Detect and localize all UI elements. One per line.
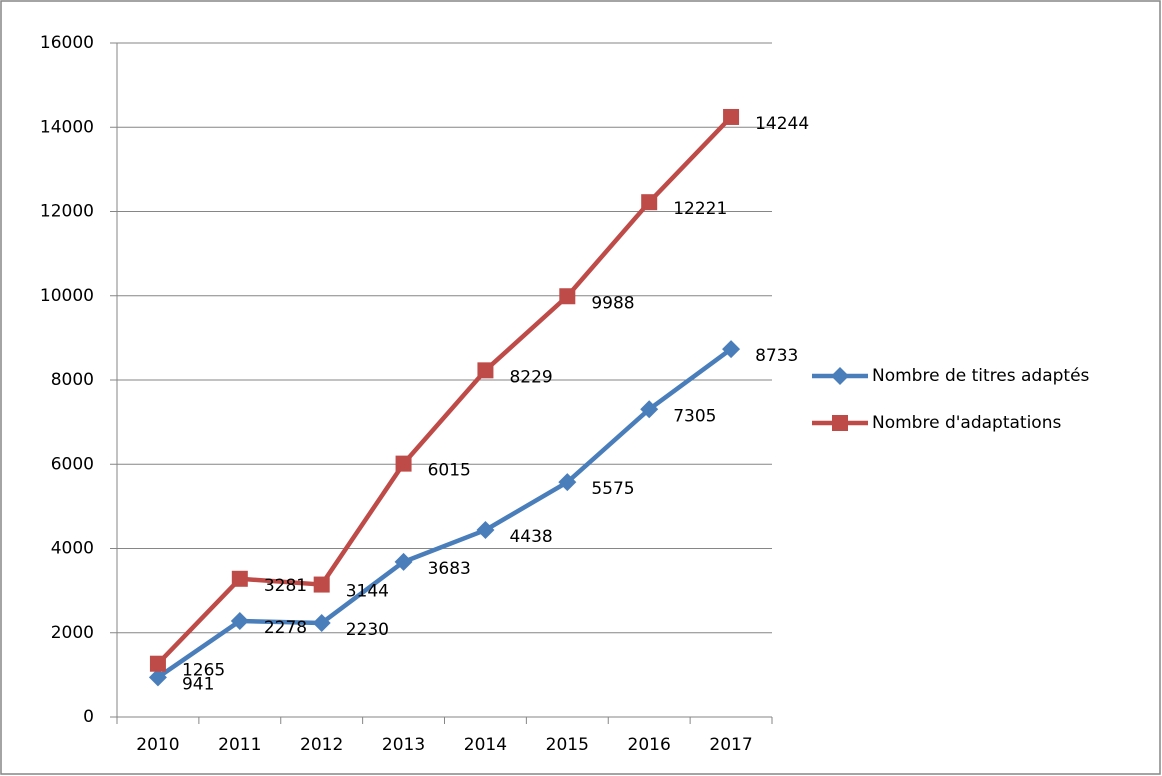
y-tick-label: 10000 <box>40 286 94 306</box>
marker <box>559 288 576 305</box>
marker <box>231 570 248 587</box>
data-label: 7305 <box>673 406 716 426</box>
data-label: 941 <box>182 674 214 694</box>
x-tick-label: 2015 <box>546 735 589 755</box>
data-label: 2230 <box>346 620 389 640</box>
x-tick-label: 2010 <box>136 735 179 755</box>
y-tick-label: 14000 <box>40 117 94 137</box>
y-tick-label: 8000 <box>51 370 94 390</box>
y-tick-label: 16000 <box>40 33 94 53</box>
marker <box>832 415 848 431</box>
x-tick-label: 2013 <box>382 735 425 755</box>
marker <box>230 612 249 631</box>
marker <box>640 400 659 419</box>
x-tick-label: 2011 <box>218 735 261 755</box>
x-tick-label: 2012 <box>300 735 343 755</box>
data-label: 3144 <box>346 582 389 602</box>
marker <box>722 340 741 359</box>
marker <box>476 521 495 540</box>
marker <box>641 194 658 211</box>
y-tick-label: 6000 <box>51 454 94 474</box>
series-line <box>156 347 733 680</box>
data-label: 5575 <box>591 479 634 499</box>
data-label: 8733 <box>755 346 798 366</box>
data-label: 3281 <box>264 576 307 596</box>
marker <box>394 552 413 571</box>
marker <box>149 655 166 672</box>
data-label: 2278 <box>264 618 307 638</box>
y-tick-label: 0 <box>83 707 94 727</box>
y-tick-label: 12000 <box>40 202 94 222</box>
series-line <box>156 115 733 666</box>
marker <box>723 108 740 125</box>
data-label: 9988 <box>591 293 634 313</box>
y-tick-label: 2000 <box>51 623 94 643</box>
x-tick-label: 2014 <box>464 735 507 755</box>
legend-label: Nombre de titres adaptés <box>872 366 1090 386</box>
marker <box>148 668 167 687</box>
data-label: 8229 <box>509 367 552 387</box>
marker <box>477 362 494 379</box>
marker <box>395 455 412 472</box>
data-label: 3683 <box>428 559 471 579</box>
marker <box>558 473 577 492</box>
x-tick-label: 2017 <box>709 735 752 755</box>
data-label: 14244 <box>755 114 809 134</box>
legend-label: Nombre d'adaptations <box>872 413 1061 433</box>
data-label: 1265 <box>182 661 225 681</box>
marker <box>313 576 330 593</box>
y-tick-label: 4000 <box>51 539 94 559</box>
data-label: 12221 <box>673 199 727 219</box>
marker <box>312 614 331 633</box>
x-tick-label: 2016 <box>628 735 671 755</box>
data-label: 4438 <box>509 527 552 547</box>
marker <box>831 367 849 385</box>
data-label: 6015 <box>428 461 471 481</box>
